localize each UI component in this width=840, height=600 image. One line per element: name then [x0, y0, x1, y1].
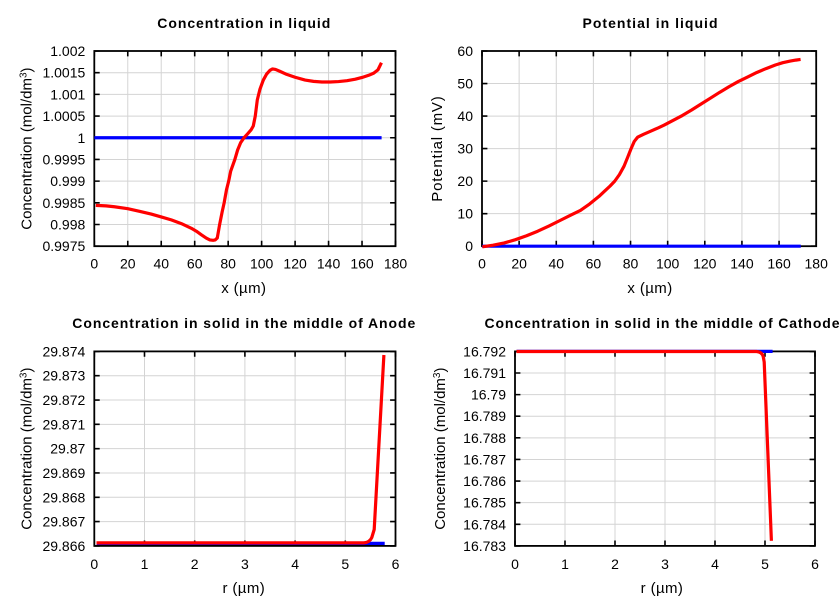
svg-text:60: 60: [586, 256, 602, 272]
svg-text:1.0015: 1.0015: [42, 65, 85, 81]
svg-text:5: 5: [761, 556, 769, 572]
svg-text:29.871: 29.871: [42, 416, 85, 432]
svg-text:0: 0: [478, 256, 486, 272]
svg-text:29.869: 29.869: [42, 465, 85, 481]
svg-text:6: 6: [392, 556, 400, 572]
svg-text:1.002: 1.002: [50, 43, 85, 59]
svg-text:0: 0: [90, 256, 98, 272]
svg-text:3: 3: [661, 556, 669, 572]
svg-text:Concentration (mol/dm3): Concentration (mol/dm3): [432, 368, 449, 530]
svg-text:0: 0: [511, 556, 519, 572]
svg-text:120: 120: [693, 256, 717, 272]
svg-text:4: 4: [711, 556, 719, 572]
svg-text:4: 4: [291, 556, 299, 572]
svg-text:Potential (mV): Potential (mV): [429, 95, 446, 201]
svg-text:16.79: 16.79: [471, 387, 506, 403]
svg-text:x (µm): x (µm): [221, 280, 266, 297]
svg-text:0: 0: [90, 556, 98, 572]
svg-text:180: 180: [384, 256, 408, 272]
svg-text:140: 140: [730, 256, 754, 272]
svg-text:60: 60: [187, 256, 203, 272]
svg-text:16.785: 16.785: [463, 495, 506, 511]
svg-text:16.792: 16.792: [463, 343, 506, 359]
svg-text:160: 160: [767, 256, 791, 272]
svg-text:16.783: 16.783: [463, 538, 506, 554]
svg-text:120: 120: [283, 256, 307, 272]
svg-text:16.789: 16.789: [463, 408, 506, 424]
svg-text:40: 40: [457, 108, 473, 124]
svg-text:16.786: 16.786: [463, 473, 506, 489]
svg-text:5: 5: [341, 556, 349, 572]
svg-text:180: 180: [805, 256, 829, 272]
svg-text:2: 2: [191, 556, 199, 572]
svg-text:30: 30: [457, 141, 473, 157]
svg-text:29.866: 29.866: [42, 538, 85, 554]
svg-text:Concentration (mol/dm3): Concentration (mol/dm3): [18, 67, 35, 229]
svg-text:29.87: 29.87: [50, 441, 85, 457]
svg-text:29.868: 29.868: [42, 489, 85, 505]
svg-text:40: 40: [548, 256, 564, 272]
svg-text:Concentration in liquid: Concentration in liquid: [157, 15, 330, 31]
svg-text:0.9975: 0.9975: [42, 238, 85, 254]
svg-text:0.998: 0.998: [50, 217, 85, 233]
svg-text:0: 0: [465, 238, 473, 254]
svg-text:29.867: 29.867: [42, 514, 85, 530]
svg-text:20: 20: [120, 256, 136, 272]
svg-text:x (µm): x (µm): [627, 280, 672, 297]
svg-text:r (µm): r (µm): [641, 580, 684, 597]
svg-text:Concentration in solid in the: Concentration in solid in the middle of …: [485, 315, 840, 331]
svg-text:10: 10: [457, 206, 473, 222]
svg-text:0.999: 0.999: [50, 173, 85, 189]
svg-text:16.787: 16.787: [463, 451, 506, 467]
svg-text:50: 50: [457, 76, 473, 92]
svg-text:1.0005: 1.0005: [42, 108, 85, 124]
svg-text:100: 100: [656, 256, 680, 272]
svg-text:160: 160: [350, 256, 374, 272]
svg-text:1: 1: [561, 556, 569, 572]
svg-text:3: 3: [241, 556, 249, 572]
svg-text:40: 40: [153, 256, 169, 272]
svg-text:1: 1: [78, 130, 86, 146]
svg-text:80: 80: [623, 256, 639, 272]
svg-text:2: 2: [611, 556, 619, 572]
svg-text:29.874: 29.874: [42, 343, 85, 359]
svg-text:1.001: 1.001: [50, 86, 85, 102]
svg-text:Potential in liquid: Potential in liquid: [583, 15, 718, 31]
svg-text:20: 20: [511, 256, 527, 272]
svg-text:20: 20: [457, 173, 473, 189]
svg-text:16.784: 16.784: [463, 516, 506, 532]
svg-text:6: 6: [811, 556, 819, 572]
svg-text:29.873: 29.873: [42, 368, 85, 384]
svg-text:16.788: 16.788: [463, 430, 506, 446]
svg-text:r (µm): r (µm): [222, 580, 265, 597]
svg-text:0.9985: 0.9985: [42, 195, 85, 211]
svg-text:29.872: 29.872: [42, 392, 85, 408]
svg-text:140: 140: [317, 256, 341, 272]
svg-text:80: 80: [220, 256, 236, 272]
svg-text:1: 1: [141, 556, 149, 572]
svg-text:100: 100: [250, 256, 274, 272]
svg-text:60: 60: [457, 43, 473, 59]
svg-text:Concentration (mol/dm3): Concentration (mol/dm3): [18, 368, 35, 530]
svg-text:16.791: 16.791: [463, 365, 506, 381]
svg-text:0.9995: 0.9995: [42, 151, 85, 167]
svg-text:Concentration in solid in the: Concentration in solid in the middle of …: [72, 315, 415, 331]
